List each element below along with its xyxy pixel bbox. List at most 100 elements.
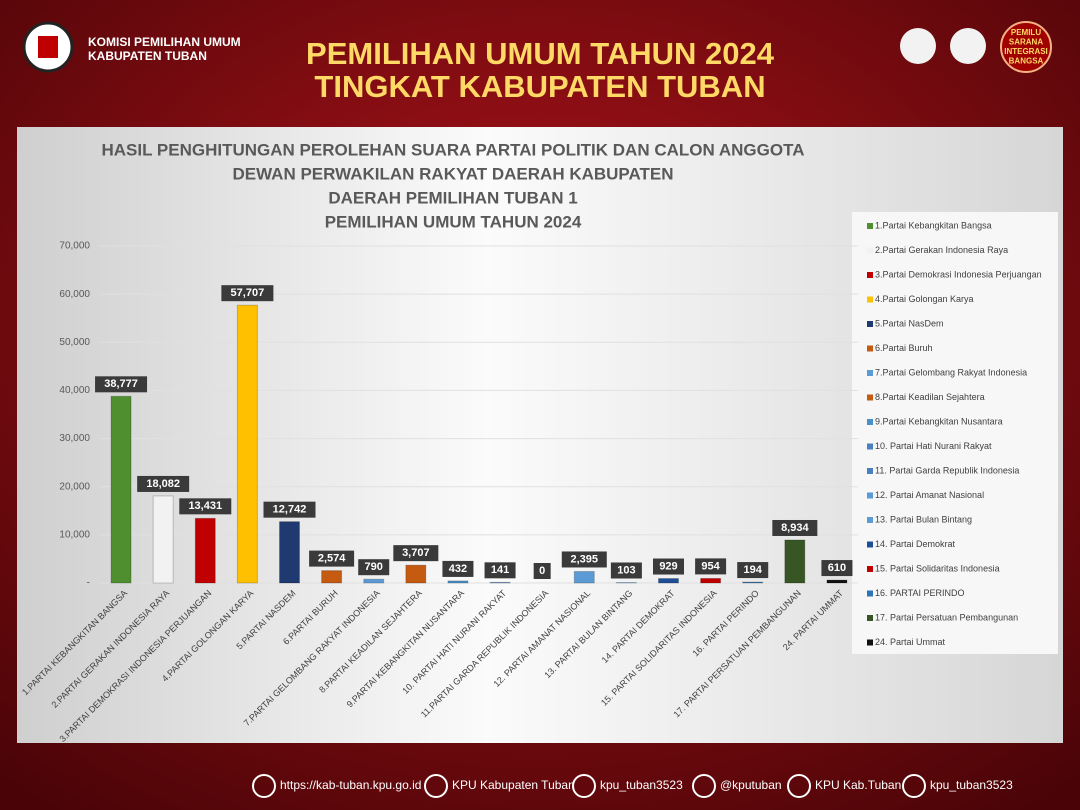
- legend-label: 24. Partai Ummat: [875, 637, 946, 647]
- legend-swatch: [867, 517, 873, 523]
- page-title: TINGKAT KABUPATEN TUBAN: [314, 69, 765, 104]
- legend-label: 1.Partai Kebangkitan Bangsa: [875, 220, 992, 230]
- footer-icon: [572, 774, 596, 798]
- legend-swatch: [867, 394, 873, 401]
- legend-label: 17. Partai Persatuan Pembangunan: [875, 612, 1018, 622]
- value-label: 8,934: [781, 522, 809, 534]
- logo-shield: [38, 36, 58, 58]
- value-label-bg: [442, 560, 474, 577]
- legend-label: 7.Partai Gelombang Rakyat Indonesia: [875, 367, 1027, 377]
- value-label: 13,431: [188, 500, 222, 512]
- legend-label: 5.Partai NasDem: [875, 318, 944, 328]
- legend-swatch: [867, 615, 873, 621]
- legend-swatch: [867, 468, 873, 474]
- bar: [784, 539, 806, 584]
- bar: [826, 579, 848, 584]
- value-label: 2,574: [318, 553, 346, 565]
- value-label: 18,082: [146, 478, 180, 490]
- bar: [236, 304, 258, 584]
- footer-link: https://kab-tuban.kpu.go.id: [280, 778, 421, 792]
- legend-swatch: [867, 639, 873, 646]
- footer-icon: [424, 774, 448, 798]
- value-label: 0: [539, 565, 545, 577]
- value-label: 954: [701, 560, 720, 572]
- legend-label: 9.Partai Kebangkitan Nusantara: [875, 416, 1003, 426]
- bar: [489, 581, 511, 584]
- footer-icon: [902, 774, 926, 798]
- legend-swatch: [867, 345, 873, 352]
- bar: [742, 581, 764, 584]
- legend-swatch: [867, 419, 873, 425]
- value-label: 141: [491, 564, 509, 576]
- chart-title: DAERAH PEMILIHAN TUBAN 1: [328, 188, 577, 207]
- value-label: 790: [365, 561, 383, 573]
- legend-swatch: [867, 566, 873, 572]
- footer-icon: [252, 774, 276, 798]
- footer-link: KPU Kab.Tuban: [815, 778, 901, 792]
- value-label: 2,395: [571, 553, 599, 565]
- bar: [700, 577, 722, 584]
- value-label: 929: [659, 560, 677, 572]
- legend-swatch: [867, 247, 873, 254]
- value-label: 610: [828, 562, 846, 574]
- value-label-bg: [221, 285, 274, 302]
- page-title: PEMILIHAN UMUM TAHUN 2024: [306, 36, 775, 71]
- org-name: KOMISI PEMILIHAN UMUM: [88, 35, 241, 49]
- bar: [363, 578, 385, 584]
- y-tick-label: -: [87, 578, 90, 589]
- legend-label: 13. Partai Bulan Bintang: [875, 514, 972, 524]
- mascot: [900, 28, 936, 64]
- footer-icon: [692, 774, 716, 798]
- legend-label: 12. Partai Amanat Nasional: [875, 490, 984, 500]
- bar: [573, 570, 595, 584]
- legend-label: 2.Partai Gerakan Indonesia Raya: [875, 245, 1008, 255]
- org-name: KABUPATEN TUBAN: [88, 49, 207, 63]
- value-label-bg: [393, 545, 439, 562]
- y-tick-label: 30,000: [59, 433, 90, 444]
- chart-title: HASIL PENGHITUNGAN PEROLEHAN SUARA PARTA…: [102, 140, 805, 159]
- bar: [279, 521, 300, 584]
- value-label-bg: [610, 562, 642, 579]
- y-tick-label: 40,000: [59, 385, 90, 396]
- bar: [194, 517, 216, 584]
- footer-link: KPU Kabupaten Tuban: [452, 778, 575, 792]
- y-tick-label: 60,000: [59, 289, 90, 300]
- chart-title: DEWAN PERWAKILAN RAKYAT DAERAH KABUPATEN: [232, 164, 673, 183]
- legend-label: 8.Partai Keadilan Sejahtera: [875, 392, 985, 402]
- badge-text: PEMILU: [1011, 28, 1041, 37]
- value-label-bg: [653, 558, 684, 575]
- legend-label: 11. Partai Garda Republik Indonesia: [875, 465, 1019, 475]
- value-label: 3,707: [402, 547, 430, 559]
- badge: [1000, 21, 1052, 73]
- legend-swatch: [867, 321, 873, 327]
- y-tick-label: 50,000: [59, 337, 90, 348]
- chart-title: PEMILIHAN UMUM TAHUN 2024: [325, 212, 582, 231]
- y-tick-label: 20,000: [59, 481, 90, 492]
- legend-label: 16. PARTAI PERINDO: [875, 588, 965, 598]
- legend-swatch: [867, 492, 873, 499]
- footer-link: kpu_tuban3523: [930, 778, 1013, 792]
- bar: [658, 578, 679, 584]
- legend-label: 14. Partai Demokrat: [875, 539, 956, 549]
- bar: [110, 395, 132, 584]
- legend-swatch: [867, 296, 873, 303]
- badge-text: SARANA: [1009, 38, 1043, 47]
- legend-box: [852, 212, 1058, 654]
- legend-swatch: [867, 272, 873, 278]
- legend-swatch: [867, 370, 873, 376]
- legend-swatch: [867, 223, 873, 229]
- bar: [321, 570, 343, 584]
- badge-text: BANGSA: [1009, 57, 1044, 66]
- y-tick-label: 70,000: [59, 241, 90, 252]
- value-label-bg: [263, 501, 316, 518]
- value-label: 432: [449, 563, 467, 575]
- value-label-bg: [695, 558, 727, 575]
- value-label-bg: [358, 559, 390, 576]
- value-label-bg: [137, 475, 190, 492]
- footer-link: kpu_tuban3523: [600, 778, 683, 792]
- value-label: 38,777: [104, 378, 138, 390]
- value-label: 103: [617, 564, 635, 576]
- y-tick-label: 10,000: [59, 529, 90, 540]
- value-label-bg: [772, 519, 818, 536]
